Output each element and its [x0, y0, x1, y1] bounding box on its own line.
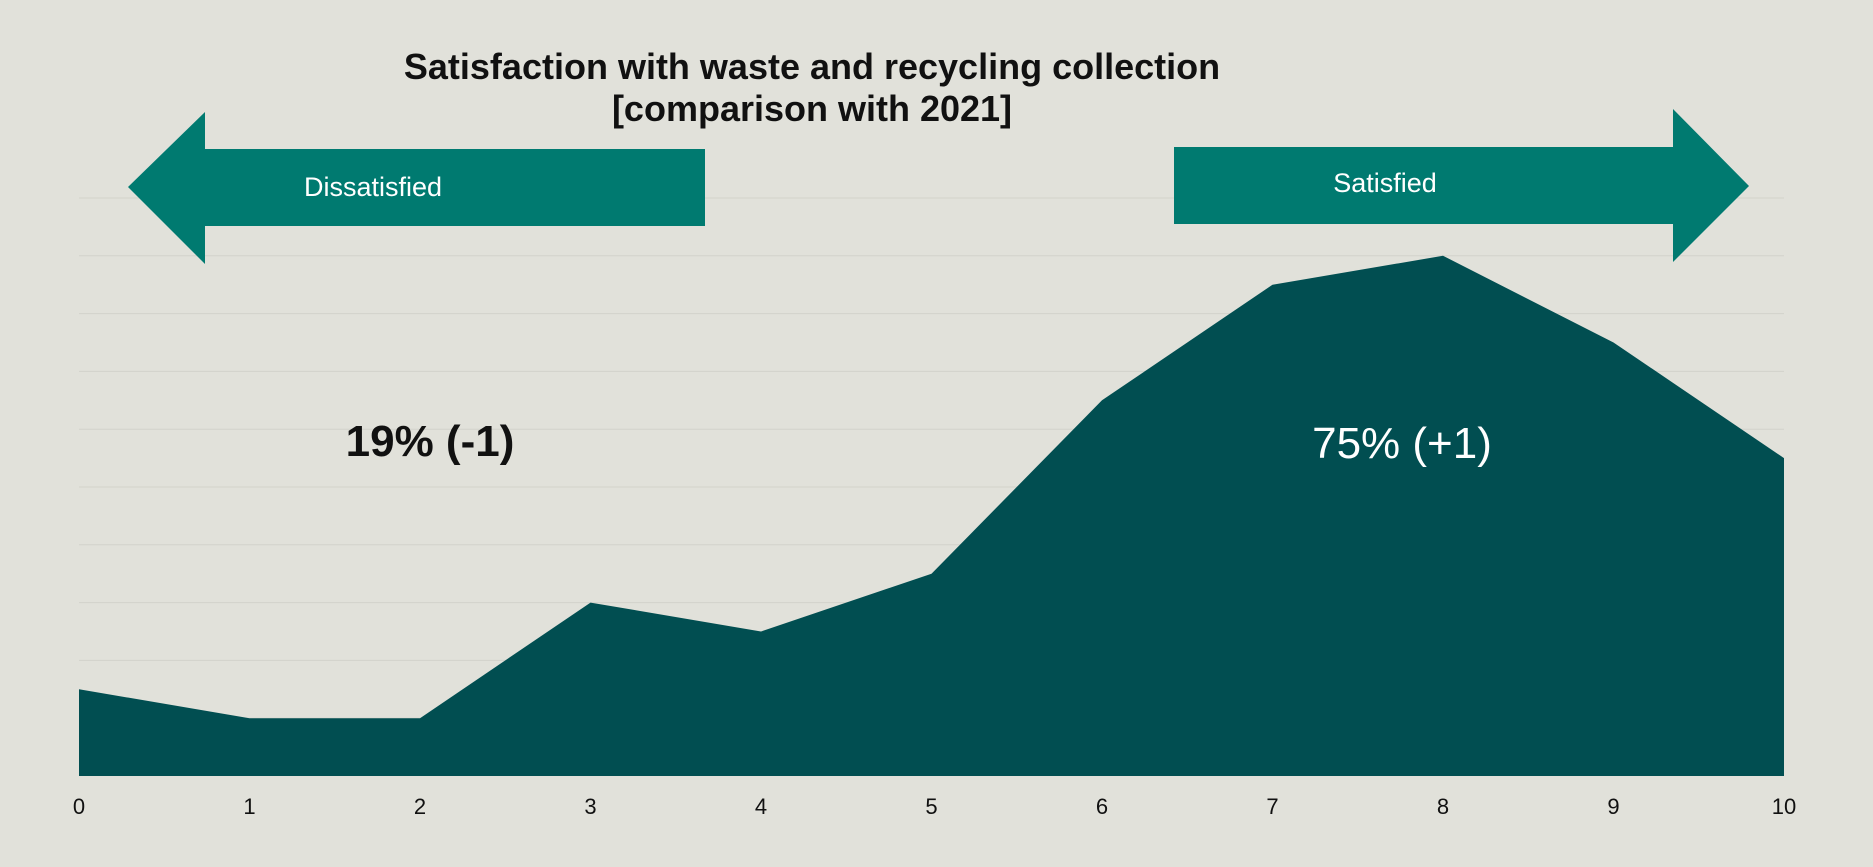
chart-title-line-1: Satisfaction with waste and recycling co… [404, 46, 1220, 87]
satisfied-arrow-label: Satisfied [1333, 168, 1437, 198]
x-tick-label: 4 [755, 794, 767, 819]
satisfaction-area [79, 255, 1784, 777]
x-tick-label: 9 [1607, 794, 1619, 819]
x-tick-label: 10 [1772, 794, 1796, 819]
x-tick-label: 3 [584, 794, 596, 819]
dissatisfied-arrow [128, 112, 705, 264]
x-axis-ticks: 0 1 2 3 4 5 6 7 8 9 10 [73, 794, 1796, 819]
chart-title-line-2: [comparison with 2021] [612, 88, 1012, 129]
x-tick-label: 8 [1437, 794, 1449, 819]
x-tick-label: 0 [73, 794, 85, 819]
dissatisfied-percentage: 19% (-1) [346, 417, 515, 466]
x-tick-label: 1 [243, 794, 255, 819]
x-tick-label: 5 [925, 794, 937, 819]
dissatisfied-arrow-label: Dissatisfied [304, 172, 442, 202]
satisfied-percentage: 75% (+1) [1312, 419, 1492, 468]
x-tick-label: 7 [1266, 794, 1278, 819]
satisfied-arrow [1174, 109, 1749, 262]
x-tick-label: 6 [1096, 794, 1108, 819]
x-tick-label: 2 [414, 794, 426, 819]
